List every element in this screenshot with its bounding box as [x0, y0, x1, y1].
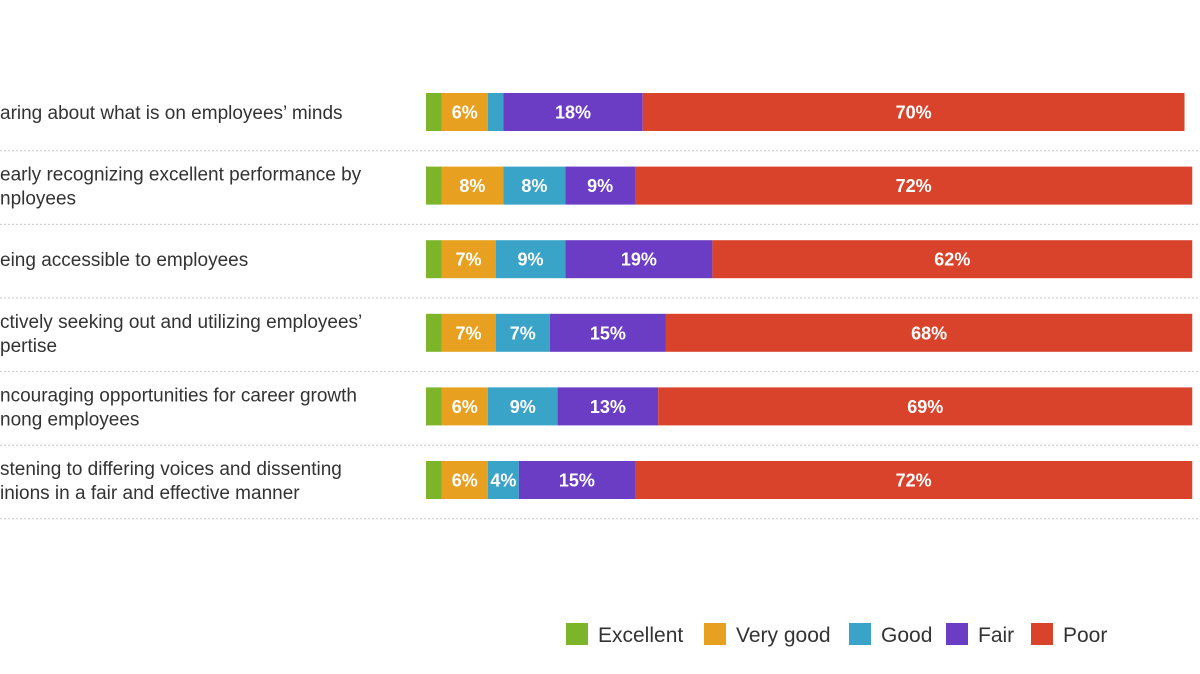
- bar-segment-very-good: [441, 387, 488, 426]
- bar-segment-poor: [634, 461, 1193, 499]
- bar-segment-fair: [565, 240, 713, 279]
- data-label: 69%: [907, 397, 943, 417]
- data-label: 72%: [896, 471, 932, 491]
- legend-item: Fair: [946, 623, 1014, 647]
- legend-swatch: [566, 623, 588, 645]
- bar-segment-good: [487, 387, 558, 426]
- bar-segment-excellent: [426, 387, 442, 426]
- category-label: stening to differing voices and dissenti…: [0, 459, 342, 480]
- category-label: inions in a fair and effective manner: [0, 483, 300, 504]
- data-label: 62%: [934, 250, 970, 270]
- legend-item: Good: [849, 623, 932, 647]
- bar-segment-very-good: [441, 313, 496, 352]
- data-label: 6%: [452, 397, 478, 417]
- bar-segment-excellent: [426, 240, 442, 279]
- category-label: eing accessible to employees: [0, 250, 248, 271]
- data-label: 68%: [911, 323, 947, 343]
- bar-segment-poor: [712, 240, 1193, 279]
- data-label: 13%: [590, 397, 626, 417]
- data-label: 6%: [452, 103, 478, 123]
- chart-row: eing accessible to employees 7% 9% 19% 62%: [0, 240, 1200, 299]
- legend-label: Poor: [1063, 624, 1107, 647]
- data-label: 18%: [555, 103, 591, 123]
- chart-row: ncouraging opportunities for career grow…: [0, 385, 1200, 446]
- bar-segment-very-good: [441, 166, 504, 205]
- legend-swatch: [704, 623, 726, 645]
- bar-segment-good: [495, 313, 550, 352]
- data-label: 19%: [621, 250, 657, 270]
- bar-segment-poor: [658, 387, 1193, 426]
- bar-segment-good: [495, 240, 566, 279]
- bar-segment-very-good: [441, 93, 488, 131]
- data-label: 8%: [521, 176, 547, 196]
- chart-row: ctively seeking out and utilizing employ…: [0, 312, 1200, 373]
- bar-segment-poor: [665, 313, 1193, 352]
- data-label: 6%: [452, 471, 478, 491]
- category-label: ncouraging opportunities for career grow…: [0, 385, 357, 406]
- bar-segment-poor: [634, 166, 1193, 205]
- category-label: aring about what is on employees’ minds: [0, 103, 343, 124]
- data-label: 9%: [510, 397, 536, 417]
- legend-label: Excellent: [598, 624, 683, 647]
- bar-segment-excellent: [426, 93, 442, 131]
- data-label: 9%: [517, 250, 543, 270]
- bar-segment-very-good: [441, 461, 488, 499]
- chart-row: early recognizing excellent performance …: [0, 165, 1200, 225]
- legend-swatch: [849, 623, 871, 645]
- legend-label: Fair: [978, 624, 1014, 647]
- legend-label: Good: [881, 624, 932, 647]
- legend-swatch: [946, 623, 968, 645]
- bar-segment-fair: [565, 166, 635, 205]
- data-label: 7%: [456, 250, 482, 270]
- bar-segment-excellent: [426, 166, 442, 205]
- bar-segment-good: [503, 166, 566, 205]
- bar-segment-fair: [503, 93, 643, 131]
- bar-segment-excellent: [426, 313, 442, 352]
- bar-segment-very-good: [441, 240, 496, 279]
- bar-segment-good: [487, 93, 504, 131]
- legend-item: Excellent: [566, 623, 683, 647]
- category-label: early recognizing excellent performance …: [0, 165, 362, 186]
- data-label: 15%: [590, 323, 626, 343]
- category-label: pertise: [0, 336, 57, 357]
- data-label: 72%: [896, 176, 932, 196]
- data-label: 15%: [559, 471, 595, 491]
- legend-item: Very good: [704, 623, 831, 647]
- legend-swatch: [1031, 623, 1053, 645]
- legend-label: Very good: [736, 624, 831, 647]
- category-label: nployees: [0, 189, 76, 210]
- data-label: 70%: [896, 103, 932, 123]
- data-label: 7%: [510, 323, 536, 343]
- legend-item: Poor: [1031, 623, 1107, 647]
- bar-segment-poor: [642, 93, 1185, 131]
- chart-legend: Excellent Very good Good Fair Poor: [566, 623, 1107, 647]
- category-label: ctively seeking out and utilizing employ…: [0, 312, 362, 333]
- bar-segment-fair: [549, 313, 666, 352]
- chart-rows: aring about what is on employees’ minds 6…: [0, 93, 1200, 520]
- data-label: 8%: [459, 176, 485, 196]
- category-label: nong employees: [0, 409, 139, 430]
- bar-segment-good: [487, 461, 519, 499]
- bar-segment-fair: [557, 387, 659, 426]
- bar-segment-excellent: [426, 461, 442, 499]
- data-label: 4%: [490, 471, 516, 491]
- data-label: 9%: [587, 176, 613, 196]
- bar-segment-fair: [518, 461, 635, 499]
- chart-row: stening to differing voices and dissenti…: [0, 459, 1200, 520]
- chart-row: aring about what is on employees’ minds 6…: [0, 93, 1200, 152]
- data-label: 7%: [456, 323, 482, 343]
